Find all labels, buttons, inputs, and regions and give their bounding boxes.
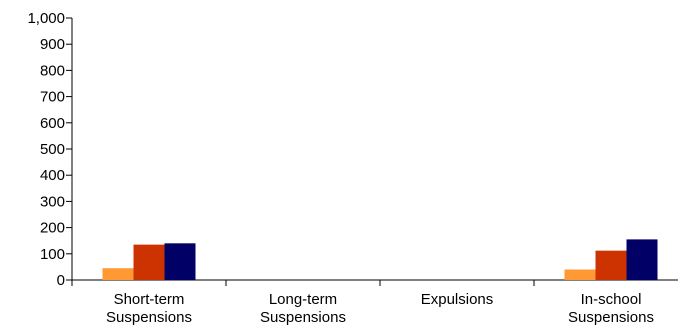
x-axis: Short-term Suspensions Long-term Suspension… (71, 279, 678, 326)
bar (626, 239, 658, 280)
y-tick-label: 400 (40, 167, 65, 184)
y-tick-label: 600 (40, 115, 65, 132)
y-tick-label: 200 (40, 220, 65, 237)
y-tick-label: 0 (57, 272, 65, 289)
bar (133, 244, 165, 280)
y-tick-label: 500 (40, 141, 65, 158)
bar (564, 269, 596, 280)
y-tick-label: 800 (40, 62, 65, 79)
y-tick-label: 100 (40, 246, 65, 263)
x-category-label: Expulsions (421, 291, 494, 308)
x-category-label: In-school Suspensions (568, 291, 654, 326)
y-axis: 0 100 200 300 400 500 600 700 800 900 1,000 (27, 10, 73, 289)
bar (102, 268, 134, 280)
y-tick-label: 300 (40, 193, 65, 210)
bars (102, 239, 658, 280)
y-tick-label: 900 (40, 36, 65, 53)
x-category-label: Long-term Suspensions (260, 291, 346, 326)
bar (164, 243, 196, 280)
x-category-label: Short-term Suspensions (106, 291, 192, 326)
bar (595, 250, 627, 280)
y-tick-label: 1,000 (27, 10, 65, 27)
y-tick-label: 700 (40, 89, 65, 106)
